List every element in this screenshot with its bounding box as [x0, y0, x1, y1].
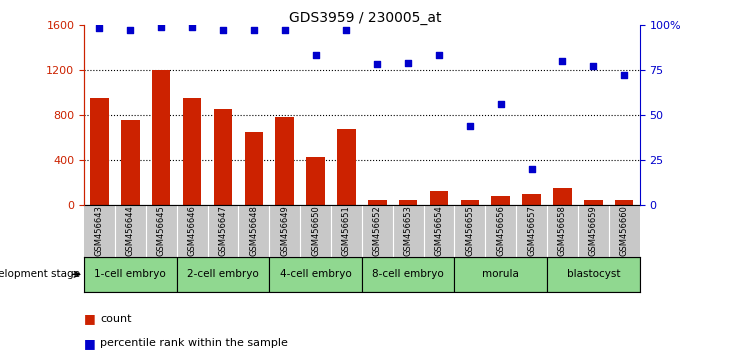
Bar	[276, 117, 294, 205]
Bar	[183, 98, 201, 205]
Text: development stage: development stage	[0, 269, 80, 279]
Text: GSM456660: GSM456660	[620, 206, 629, 256]
Bar	[90, 98, 109, 205]
Text: 1-cell embryo: 1-cell embryo	[94, 269, 166, 279]
Text: count: count	[100, 314, 132, 324]
Point	[248, 27, 260, 33]
Bar	[213, 109, 232, 205]
Point	[279, 27, 290, 33]
Bar	[306, 157, 325, 205]
Text: GSM456643: GSM456643	[95, 206, 104, 256]
Point	[618, 73, 630, 78]
Point	[556, 58, 568, 64]
Text: GSM456652: GSM456652	[373, 206, 382, 256]
Bar	[523, 194, 541, 205]
Text: GSM456656: GSM456656	[496, 206, 505, 256]
Text: GSM456646: GSM456646	[188, 206, 197, 256]
Bar	[269, 257, 362, 292]
Text: GDS3959 / 230005_at: GDS3959 / 230005_at	[289, 11, 442, 25]
Point	[341, 27, 352, 33]
Point	[464, 123, 476, 129]
Text: percentile rank within the sample: percentile rank within the sample	[100, 338, 288, 348]
Text: 4-cell embryo: 4-cell embryo	[280, 269, 352, 279]
Bar	[461, 200, 479, 205]
Text: GSM456651: GSM456651	[342, 206, 351, 256]
Text: GSM456658: GSM456658	[558, 206, 567, 256]
Bar	[491, 196, 510, 205]
Bar	[177, 257, 269, 292]
Text: ■: ■	[84, 337, 100, 350]
Bar	[84, 257, 177, 292]
Text: GSM456649: GSM456649	[280, 206, 289, 256]
Bar	[121, 120, 140, 205]
Text: GSM456657: GSM456657	[527, 206, 536, 256]
Point	[495, 101, 507, 107]
Text: GSM456659: GSM456659	[589, 206, 598, 256]
Text: 2-cell embryo: 2-cell embryo	[187, 269, 259, 279]
Bar	[245, 132, 263, 205]
Text: morula: morula	[482, 269, 519, 279]
Text: GSM456645: GSM456645	[156, 206, 166, 256]
Bar	[615, 200, 634, 205]
Bar	[362, 257, 455, 292]
Point	[433, 53, 445, 58]
Bar	[152, 70, 170, 205]
Bar	[547, 257, 640, 292]
Point	[94, 25, 105, 31]
Point	[371, 62, 383, 67]
Text: blastocyst: blastocyst	[567, 269, 620, 279]
Point	[588, 63, 599, 69]
Text: GSM456655: GSM456655	[466, 206, 474, 256]
Bar	[337, 129, 356, 205]
Point	[526, 166, 537, 172]
Text: GSM456650: GSM456650	[311, 206, 320, 256]
Point	[402, 60, 414, 65]
Point	[310, 53, 322, 58]
Bar	[455, 257, 547, 292]
Point	[156, 24, 167, 29]
Text: GSM456647: GSM456647	[219, 206, 227, 256]
Bar	[368, 200, 387, 205]
Bar	[584, 200, 602, 205]
Point	[217, 27, 229, 33]
Text: GSM456654: GSM456654	[434, 206, 444, 256]
Point	[186, 24, 198, 29]
Bar	[430, 191, 448, 205]
Text: GSM456653: GSM456653	[404, 206, 412, 256]
Text: GSM456648: GSM456648	[249, 206, 258, 256]
Text: ■: ■	[84, 312, 100, 325]
Bar	[399, 200, 417, 205]
Text: 8-cell embryo: 8-cell embryo	[372, 269, 444, 279]
Text: GSM456644: GSM456644	[126, 206, 135, 256]
Point	[124, 27, 136, 33]
Bar	[553, 188, 572, 205]
